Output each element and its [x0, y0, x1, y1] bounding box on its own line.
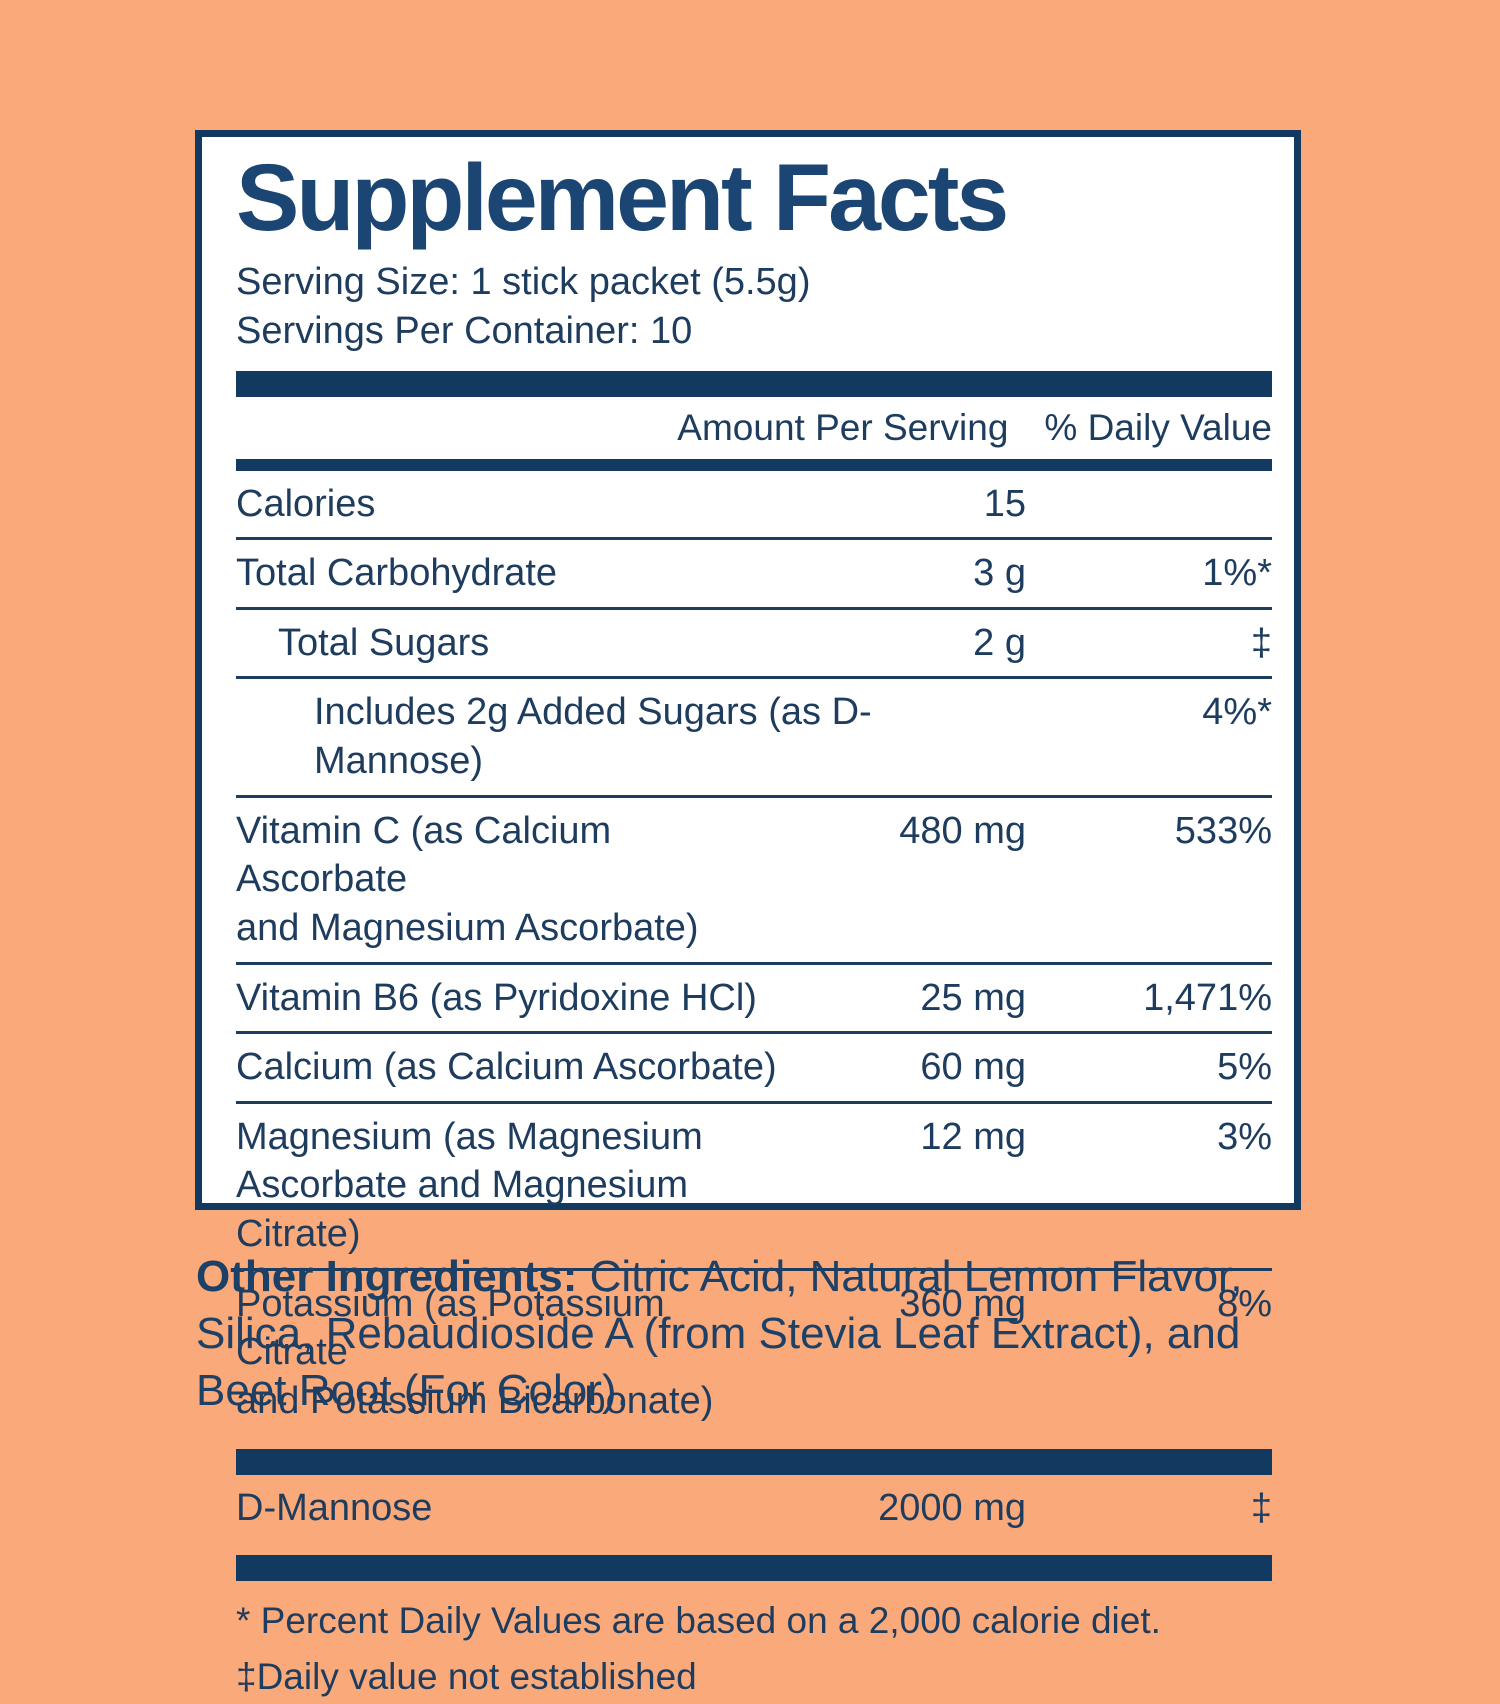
nutrient-daily-value: 1,471%: [1143, 976, 1272, 1019]
table-row: Total Carbohydrate 3 g 1%*: [236, 537, 1272, 607]
table-row: Vitamin B6 (as Pyridoxine HCl) 25 mg 1,471…: [236, 961, 1272, 1032]
nutrient-daily-value: 1%*: [1202, 552, 1272, 595]
table-row: D-Mannose 2000 mg ‡: [236, 1475, 1272, 1542]
nutrient-daily-value: 533%: [1174, 809, 1272, 852]
footnote-line: ‡Daily value not established: [236, 1655, 697, 1697]
nutrient-name: Total Sugars: [278, 621, 490, 664]
table-row: Magnesium (as Magnesium Ascorbate and Ma…: [236, 1100, 1272, 1268]
table-row: Vitamin C (as Calcium Ascorbate and Magn…: [236, 794, 1272, 962]
serving-size-text: Serving Size: 1 stick packet (5.5g): [236, 260, 811, 303]
servings-per-container-text: Servings Per Container: 10: [236, 310, 693, 353]
nutrient-name: Calcium (as Calcium Ascorbate): [236, 1046, 777, 1089]
other-ingredients-text: Citric Acid, Natural Lemon Flavor, Silic…: [196, 1252, 1243, 1416]
nutrient-name: Vitamin B6 (as Pyridoxine HCl): [236, 976, 757, 1019]
divider-bar-thick-bottom: [236, 1555, 1272, 1582]
nutrient-name: D-Mannose: [236, 1486, 433, 1529]
divider-bar-thick-mid: [236, 1448, 1272, 1475]
nutrient-name: Total Carbohydrate: [236, 552, 558, 595]
nutrient-amount: 480 mg: [899, 809, 1026, 852]
table-row: Potassium (as Potassium Citrate and Pota…: [236, 1267, 1272, 1435]
nutrient-amount: 15: [983, 482, 1026, 525]
nutrient-name: Potassium (as Potassium Citrate and Pota…: [236, 1282, 714, 1422]
nutrient-amount: 2 g: [973, 621, 1026, 664]
nutrient-daily-value: ‡: [1250, 621, 1272, 664]
serving-info: Serving Size: 1 stick packet (5.5g) Serv…: [236, 258, 1272, 357]
footnotes: * Percent Daily Values are based on a 2,…: [236, 1593, 1272, 1704]
nutrient-name: Calories: [236, 482, 376, 525]
table-row: Calcium (as Calcium Ascorbate) 60 mg 5%: [236, 1031, 1272, 1101]
other-ingredients-paragraph: Other Ingredients: Citric Acid, Natural …: [196, 1248, 1361, 1420]
table-row: Calories 15: [236, 471, 1272, 538]
table-row: Total Sugars 2 g ‡: [236, 606, 1272, 677]
facts-secondary-rows: D-Mannose 2000 mg ‡: [236, 1475, 1272, 1542]
supplement-facts-panel: Supplement Facts Serving Size: 1 stick p…: [195, 130, 1301, 1697]
divider-bar-medium: [236, 458, 1272, 471]
nutrient-amount: 360 mg: [899, 1282, 1026, 1325]
nutrient-amount: 12 mg: [920, 1115, 1026, 1158]
table-row: Includes 2g Added Sugars (as D-Mannose) 4…: [236, 676, 1272, 794]
daily-value-header: % Daily Value: [1044, 406, 1272, 448]
page-background: Supplement Facts Serving Size: 1 stick p…: [195, 130, 1361, 1697]
other-ingredients-label: Other Ingredients:: [196, 1252, 578, 1301]
table-column-headers: Amount Per Serving % Daily Value: [236, 397, 1272, 459]
nutrient-amount: 3 g: [973, 552, 1026, 595]
amount-per-serving-header: Amount Per Serving: [677, 406, 1009, 448]
footnote-line: * Percent Daily Values are based on a 2,…: [236, 1600, 1161, 1642]
facts-rows: Calories 15 Total Carbohydrate 3 g 1%* Total …: [236, 471, 1272, 1435]
supplement-facts-title: Supplement Facts: [236, 145, 1009, 251]
nutrient-amount: 60 mg: [920, 1046, 1026, 1089]
nutrient-daily-value: 4%*: [1202, 691, 1272, 734]
nutrient-daily-value: 8%: [1217, 1282, 1272, 1325]
nutrient-amount: 2000 mg: [878, 1486, 1026, 1529]
nutrient-name: Magnesium (as Magnesium Ascorbate and Ma…: [236, 1115, 703, 1256]
nutrient-amount: 25 mg: [920, 976, 1026, 1019]
nutrient-daily-value: 5%: [1217, 1046, 1272, 1089]
divider-bar-thick-top: [236, 370, 1272, 397]
nutrient-daily-value: 3%: [1217, 1115, 1272, 1158]
nutrient-daily-value: ‡: [1250, 1486, 1272, 1529]
nutrient-name: Includes 2g Added Sugars (as D-Mannose): [314, 691, 872, 783]
nutrient-name: Vitamin C (as Calcium Ascorbate and Magn…: [236, 809, 699, 949]
